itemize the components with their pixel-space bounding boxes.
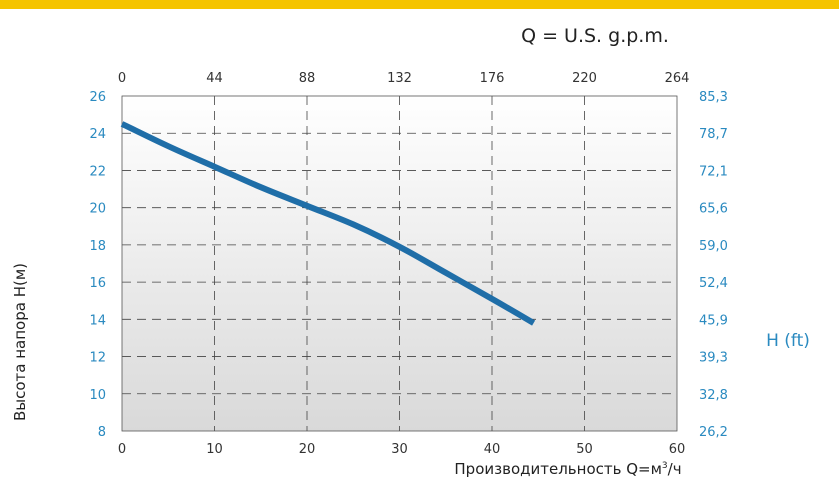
y-tick-label: 8 [98,425,106,440]
x-axis-title: Производительность Q=м3/ч [454,460,681,478]
x-top-tick-label: 88 [299,71,316,86]
top-axis-title: Q = U.S. g.p.m. [521,25,669,47]
x-tick-label: 0 [118,442,126,457]
y-right-tick-label: 45,9 [699,313,728,328]
right-axis-title: H (ft) [766,331,810,351]
x-tick-label: 30 [391,442,408,457]
top-accent-bar [0,0,839,9]
y-tick-label: 18 [89,239,106,254]
y-tick-label: 16 [89,276,106,291]
y-tick-label: 20 [89,202,106,217]
x-top-tick-label: 176 [480,71,505,86]
x-tick-label: 60 [669,442,686,457]
x-top-tick-label: 132 [387,71,412,86]
y-right-tick-label: 52,4 [699,276,728,291]
series-layer [120,121,536,326]
y-tick-label: 22 [89,164,106,179]
y-right-tick-label: 65,6 [699,202,728,217]
y-right-tick-label: 32,8 [699,388,728,403]
y-tick-label: 14 [89,313,106,328]
x-top-tick-label: 44 [206,71,223,86]
y-right-tick-label: 39,3 [699,351,728,366]
plot-frame [121,95,678,432]
x-top-tick-label: 0 [118,71,126,86]
y-tick-label: 10 [89,388,106,403]
y-right-tick-label: 72,1 [699,164,728,179]
x-tick-label: 50 [576,442,593,457]
x-axis-title-main: Производительность Q=м [454,460,662,478]
pump-curve-line [120,121,536,326]
x-axis-title-suffix: /ч [668,460,682,478]
y-tick-label: 26 [89,90,106,105]
grid-lines [122,96,677,431]
x-axis-title-superscript: 3 [662,461,668,471]
y-right-tick-label: 26,2 [699,425,728,440]
y-right-tick-label: 78,7 [699,127,728,142]
x-tick-label: 40 [484,442,501,457]
y-tick-label: 24 [89,127,106,142]
tick-labels: 0 10 20 30 40 50 60 0 44 88 132 176 220 264 8 10 12 14 16 1… [89,71,728,457]
x-tick-label: 20 [299,442,316,457]
x-tick-label: 10 [206,442,223,457]
y-right-tick-label: 85,3 [699,90,728,105]
x-top-tick-label: 220 [572,71,597,86]
y-axis-title: Высота напора H(м) [11,263,29,421]
y-right-tick-label: 59,0 [699,239,728,254]
y-tick-label: 12 [89,351,106,366]
x-top-tick-label: 264 [665,71,690,86]
